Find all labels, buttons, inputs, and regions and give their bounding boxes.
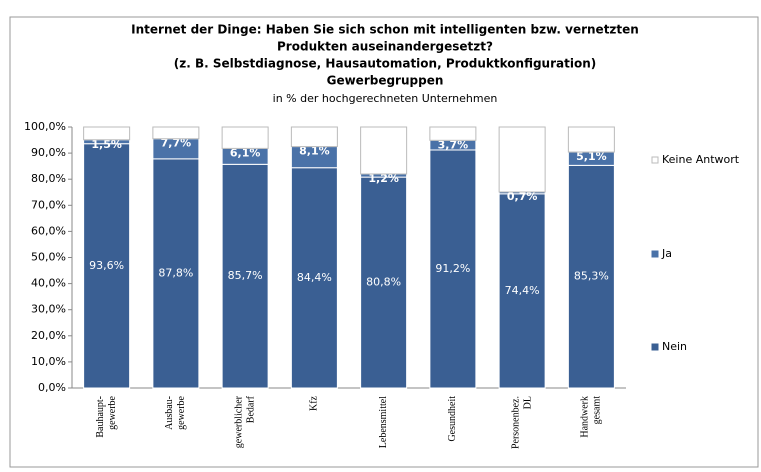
data-label: 1,2%: [368, 172, 399, 185]
y-tick-label: 100,0%: [24, 120, 66, 133]
data-label: 91,2%: [435, 262, 470, 275]
y-tick-label: 70,0%: [31, 198, 66, 211]
x-tick-label: Ausbau-: [164, 396, 175, 430]
x-tick-label: gewerblicher: [233, 395, 244, 448]
chart-title: Internet der Dinge: Haben Sie sich schon…: [131, 23, 639, 37]
x-tick-label: gewerbe: [107, 395, 118, 429]
chart-title: Gewerbegruppen: [327, 74, 444, 88]
bar-segment: [152, 126, 200, 140]
data-label: 7,7%: [161, 137, 192, 150]
data-label: 84,4%: [297, 271, 332, 284]
y-tick-label: 60,0%: [31, 224, 66, 237]
data-label: 74,4%: [505, 284, 540, 297]
bar-segment: [290, 126, 338, 148]
x-tick-label: gesamt: [592, 396, 603, 425]
data-label: 3,7%: [438, 138, 469, 151]
data-label: 0,7%: [507, 190, 538, 203]
bar-segment: [567, 164, 615, 389]
x-tick-label: Personenbez.: [510, 396, 521, 449]
legend-marker: [651, 250, 659, 258]
x-tick-label: Bedarf: [245, 395, 256, 423]
data-label: 85,3%: [574, 270, 609, 283]
y-tick-label: 90,0%: [31, 146, 66, 159]
x-tick-label: Kfz: [309, 395, 320, 411]
y-tick-label: 10,0%: [31, 355, 66, 368]
legend-marker: [651, 156, 659, 164]
chart-title: Produkten auseinandergesetzt?: [277, 40, 493, 54]
y-tick-label: 20,0%: [31, 329, 66, 342]
data-label: 6,1%: [230, 146, 261, 159]
x-tick-label: gewerbe: [176, 395, 187, 429]
y-tick-label: 30,0%: [31, 303, 66, 316]
bar-segment: [567, 126, 615, 153]
x-tick-label: Gesundheit: [447, 396, 458, 442]
x-tick-label: Bauhaupt-: [95, 396, 106, 438]
bar-segment: [360, 176, 408, 389]
bar-segment: [429, 149, 477, 389]
bar-segment: [221, 126, 269, 149]
legend-marker: [651, 343, 659, 351]
bar-segment: [429, 126, 477, 141]
legend-label: Ja: [661, 247, 672, 260]
y-tick-label: 50,0%: [31, 251, 66, 264]
data-label: 85,7%: [228, 269, 263, 282]
bar-segment: [83, 143, 131, 389]
bar-segment: [360, 126, 408, 175]
legend-label: Nein: [662, 340, 687, 353]
data-label: 8,1%: [299, 145, 330, 158]
data-label: 87,8%: [158, 266, 193, 279]
data-label: 80,8%: [366, 276, 401, 289]
x-tick-label: DL: [522, 396, 533, 409]
data-label: 93,6%: [89, 259, 124, 272]
chart-title: (z. B. Selbstdiagnose, Hausautomation, P…: [174, 57, 596, 71]
data-label: 5,1%: [576, 150, 607, 163]
y-tick-label: 80,0%: [31, 172, 66, 185]
data-label: 1,5%: [91, 138, 122, 151]
y-tick-label: 0,0%: [38, 381, 66, 394]
bar-segment: [498, 126, 546, 193]
y-tick-label: 40,0%: [31, 277, 66, 290]
bar-segment: [83, 126, 131, 141]
x-tick-label: Handwerk: [580, 396, 591, 438]
chart-subtitle: in % der hochgerechneten Unternehmen: [273, 92, 498, 105]
legend-label: Keine Antwort: [662, 153, 740, 166]
x-tick-label: Lebensmittel: [378, 396, 389, 448]
